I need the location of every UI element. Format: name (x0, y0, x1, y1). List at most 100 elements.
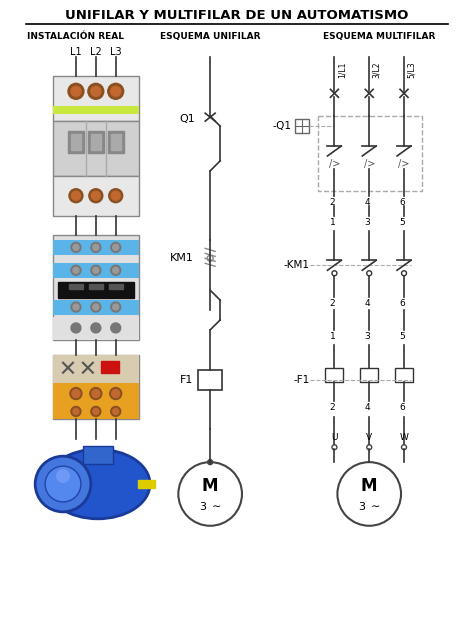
Bar (53, 354, 138, 420)
Text: L3: L3 (110, 47, 121, 56)
Bar (101, 361, 118, 373)
Text: -F1: -F1 (293, 375, 310, 385)
Circle shape (110, 387, 122, 399)
Circle shape (89, 189, 103, 203)
Text: Q1: Q1 (180, 114, 195, 124)
Text: 3 $\sim$: 3 $\sim$ (199, 500, 222, 512)
Text: />: /> (398, 159, 410, 169)
Circle shape (178, 462, 242, 526)
Circle shape (91, 323, 101, 333)
Circle shape (113, 408, 118, 415)
Bar (53, 263, 138, 279)
Bar (137, 480, 155, 488)
Bar (395, 368, 413, 382)
Circle shape (91, 86, 101, 96)
Circle shape (93, 244, 99, 251)
Circle shape (73, 408, 79, 415)
Text: 3: 3 (365, 332, 370, 341)
Circle shape (72, 191, 81, 200)
Bar (326, 368, 343, 382)
Circle shape (73, 267, 79, 273)
Circle shape (71, 242, 81, 253)
Text: INSTALACIÓN REAL: INSTALACIÓN REAL (27, 32, 125, 41)
Circle shape (91, 265, 101, 275)
Bar (53, 404, 138, 420)
Text: ESQUEMA MULTIFILAR: ESQUEMA MULTIFILAR (323, 32, 435, 41)
Text: -KM1: -KM1 (283, 260, 310, 270)
Bar (83, 446, 113, 464)
Bar (53, 354, 138, 382)
Circle shape (112, 389, 120, 398)
Text: 4: 4 (365, 299, 370, 308)
Text: 2: 2 (329, 403, 335, 413)
Circle shape (337, 462, 401, 526)
Circle shape (68, 84, 84, 99)
Circle shape (93, 267, 99, 273)
Bar (89, 284, 103, 289)
Text: M: M (202, 477, 219, 495)
Text: L1: L1 (70, 47, 82, 56)
Bar (111, 134, 121, 150)
Text: U: U (331, 433, 337, 442)
Circle shape (111, 302, 121, 312)
Circle shape (91, 406, 101, 417)
Bar (53, 317, 138, 340)
Circle shape (113, 267, 118, 273)
Circle shape (93, 304, 99, 310)
Text: L2: L2 (90, 47, 102, 56)
Circle shape (208, 460, 213, 465)
Text: 2: 2 (329, 197, 335, 207)
Bar (53, 235, 138, 340)
Bar (88, 131, 104, 153)
Text: F1: F1 (180, 375, 193, 385)
Circle shape (73, 304, 79, 310)
Bar (295, 119, 309, 133)
Circle shape (71, 265, 81, 275)
Text: 3: 3 (365, 218, 370, 227)
Text: 5/L3: 5/L3 (407, 61, 416, 78)
Circle shape (72, 389, 80, 398)
Text: 6: 6 (399, 403, 405, 413)
Text: 6: 6 (399, 299, 405, 308)
Circle shape (73, 244, 79, 251)
Text: 4: 4 (365, 403, 370, 413)
Circle shape (56, 469, 70, 483)
Circle shape (88, 84, 104, 99)
Bar (53, 77, 138, 121)
Bar (318, 116, 422, 191)
Circle shape (91, 191, 100, 200)
Text: 3/L2: 3/L2 (372, 61, 381, 78)
Bar (53, 241, 138, 255)
Text: />: /> (329, 159, 340, 169)
Circle shape (111, 323, 121, 333)
Circle shape (71, 406, 81, 417)
Circle shape (71, 323, 81, 333)
Circle shape (91, 302, 101, 312)
Bar (71, 134, 81, 150)
Circle shape (111, 86, 121, 96)
Circle shape (108, 84, 124, 99)
Circle shape (91, 242, 101, 253)
Text: -Q1: -Q1 (273, 121, 292, 131)
Text: 5: 5 (399, 218, 405, 227)
Text: 1: 1 (329, 332, 335, 341)
Circle shape (111, 242, 121, 253)
Ellipse shape (46, 449, 150, 519)
Bar (198, 370, 222, 389)
Bar (108, 131, 124, 153)
Text: UNIFILAR Y MULTIFILAR DE UN AUTOMATISMO: UNIFILAR Y MULTIFILAR DE UN AUTOMATISMO (65, 9, 409, 22)
Text: 1: 1 (329, 218, 335, 227)
Text: M: M (361, 477, 377, 495)
Circle shape (69, 189, 83, 203)
Circle shape (70, 387, 82, 399)
Circle shape (113, 304, 118, 310)
Circle shape (113, 244, 118, 251)
Text: ESQUEMA UNIFILAR: ESQUEMA UNIFILAR (160, 32, 260, 41)
Bar (53, 382, 138, 404)
Circle shape (111, 406, 121, 417)
Circle shape (90, 387, 102, 399)
Bar (68, 131, 84, 153)
Text: 2: 2 (329, 299, 335, 308)
Bar (58, 282, 134, 298)
Text: KM1: KM1 (169, 253, 193, 263)
